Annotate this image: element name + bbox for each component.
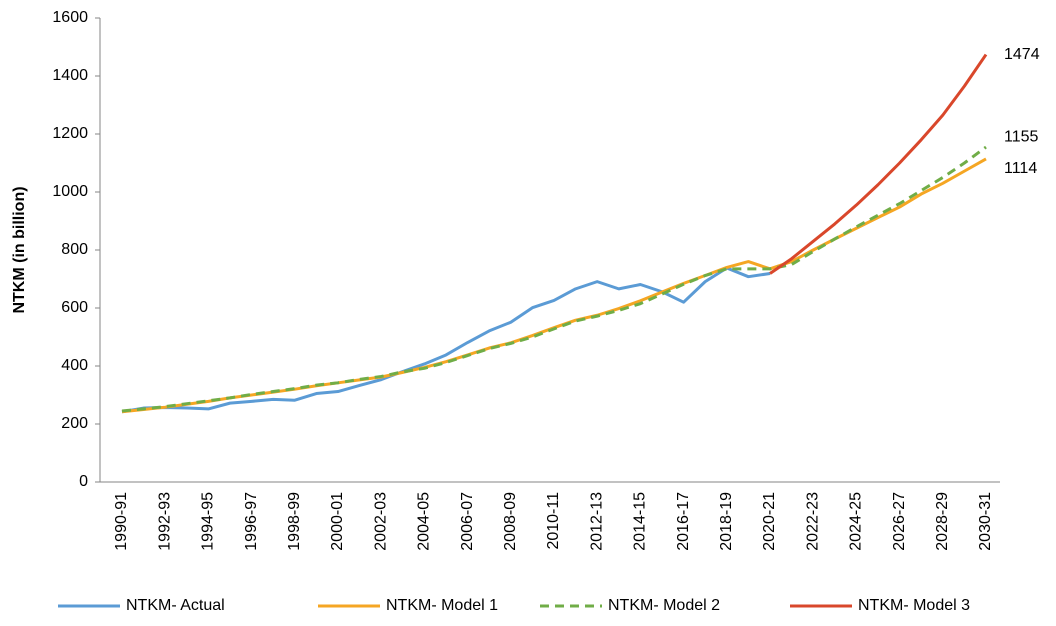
x-tick-label: 2002-03 [372, 492, 389, 551]
x-tick-label: 1990-91 [113, 492, 130, 551]
x-tick-label: 2022-23 [804, 492, 821, 551]
series-line [121, 145, 987, 413]
x-tick-label: 1992-93 [156, 492, 173, 551]
legend-label: NTKM- Model 1 [386, 597, 498, 614]
x-tick-label: 2004-05 [416, 492, 433, 551]
x-tick-label: 2012-13 [588, 492, 605, 551]
x-tick-label: 2030-31 [977, 492, 994, 551]
legend-label: NTKM- Model 2 [608, 597, 720, 614]
y-tick-label: 1000 [52, 183, 88, 200]
y-tick-label: 400 [61, 357, 88, 374]
data-label: 1474 [1004, 46, 1040, 63]
legend-label: NTKM- Actual [126, 597, 225, 614]
x-tick-label: 2020-21 [761, 492, 778, 551]
x-tick-label: 2028-29 [934, 492, 951, 551]
y-tick-label: 600 [61, 299, 88, 316]
x-tick-label: 2014-15 [632, 492, 649, 551]
x-tick-label: 1998-99 [286, 492, 303, 551]
series-line [121, 157, 987, 414]
series-line [121, 266, 771, 414]
y-tick-label: 1200 [52, 125, 88, 142]
x-tick-label: 2024-25 [848, 492, 865, 551]
x-tick-label: 2006-07 [459, 492, 476, 551]
y-tick-label: 200 [61, 415, 88, 432]
x-tick-label: 2000-01 [329, 492, 346, 551]
series-line [769, 53, 988, 275]
x-tick-label: 1994-95 [200, 492, 217, 551]
x-tick-label: 1996-97 [243, 492, 260, 551]
x-tick-label: 2026-27 [891, 492, 908, 551]
x-tick-label: 2016-17 [675, 492, 692, 551]
legend-label: NTKM- Model 3 [858, 597, 970, 614]
x-tick-label: 2018-19 [718, 492, 735, 551]
x-tick-label: 2008-09 [502, 492, 519, 551]
y-tick-label: 800 [61, 241, 88, 258]
y-tick-label: 0 [79, 473, 88, 490]
y-tick-label: 1400 [52, 67, 88, 84]
data-label: 1155 [1004, 128, 1039, 145]
y-axis-label: NTKM (in billion) [11, 186, 28, 313]
data-label: 1114 [1004, 160, 1037, 177]
x-tick-label: 2010-11 [545, 492, 562, 550]
y-tick-label: 1600 [52, 9, 88, 26]
